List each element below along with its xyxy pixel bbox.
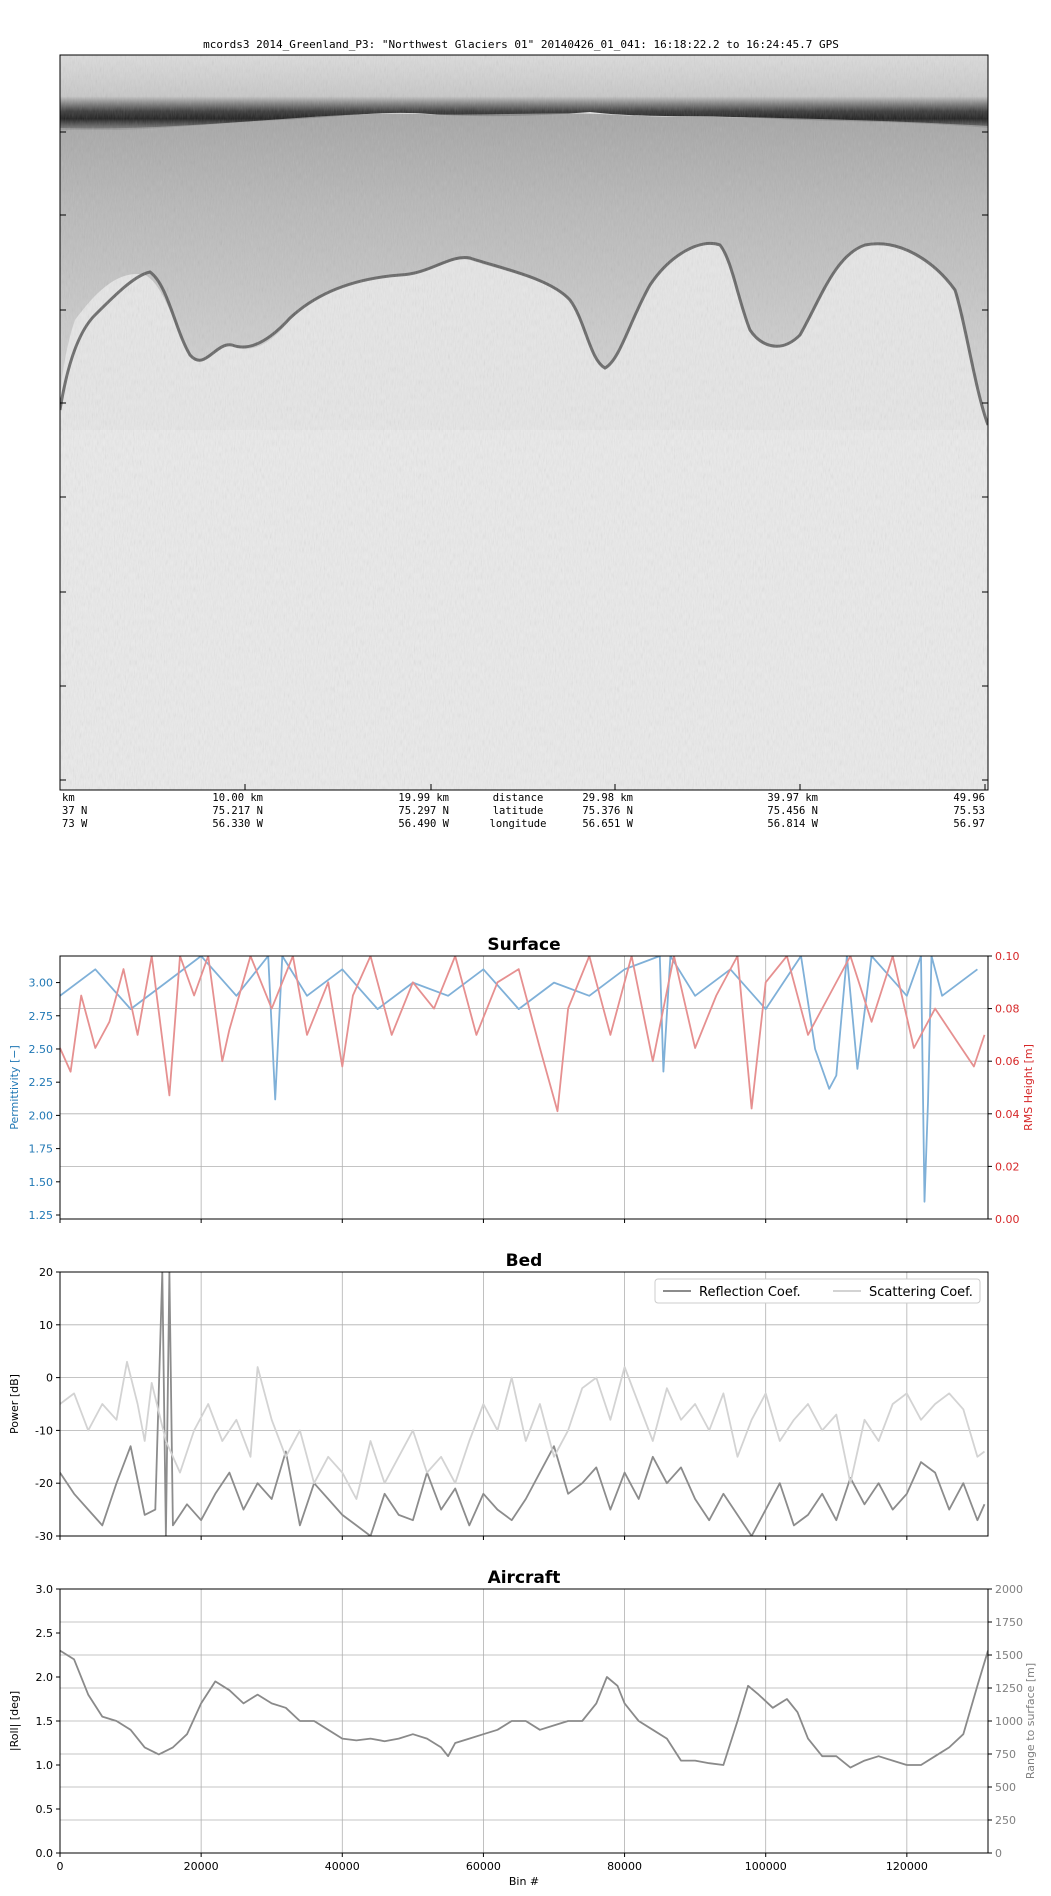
y-tick-label-left: -30 [35, 1530, 53, 1543]
y-tick-label-right: 0 [995, 1847, 1002, 1860]
y-tick-label-left: 2.25 [29, 1076, 54, 1089]
y-tick-label-left: 0.5 [36, 1803, 54, 1816]
y-tick-label-right: 250 [995, 1814, 1016, 1827]
x-tick-label: 80000 [607, 1860, 642, 1873]
y-axis-label-left: Power [dB] [8, 1374, 21, 1434]
bed-panel: Bed -30 -20 -10 0 10 20 Power [dB] Reflection Co… [8, 1251, 989, 1543]
legend: Reflection Coef. Scattering Coef. [654, 1278, 981, 1304]
chart-title: Aircraft [488, 1568, 561, 1588]
surface-panel: Surface 1.25 1.50 1.75 2.00 2.25 2.50 2.75 3.00 P… [8, 935, 1035, 1226]
y-tick-label-right: 1000 [995, 1715, 1023, 1728]
radargram-distance-label: 19.99 km [398, 792, 449, 804]
y-tick-label-right: 1500 [995, 1649, 1023, 1662]
radargram-latitude-label: 75.53 [953, 805, 985, 817]
y-tick-label-left: 0 [46, 1372, 53, 1385]
radargram-longitude-label: 56.97 [953, 818, 985, 830]
y-tick-label-right: 1750 [995, 1616, 1023, 1629]
radargram-distance-label: 10.00 km [212, 792, 263, 804]
y-axis-label-right: Range to surface [m] [1024, 1663, 1037, 1779]
aircraft-panel: Aircraft 0.0 0.5 1.0 1.5 2.0 2.5 3.0 |Roll| [deg… [8, 1568, 1037, 1888]
x-axis-label: Bin # [509, 1875, 539, 1888]
y-tick-label-right: 0.00 [995, 1213, 1020, 1226]
radargram-latitude-label: 75.217 N [212, 805, 263, 817]
radargram-row-label: distance [493, 792, 544, 804]
radargram-distance-label: 39.97 km [767, 792, 818, 804]
y-tick-label-left: 2.75 [29, 1010, 54, 1023]
radargram-ticks [59, 131, 988, 790]
radargram-latitude-label: 75.456 N [767, 805, 818, 817]
y-tick-label-right: 0.02 [995, 1160, 1020, 1173]
y-tick-label-left: 2.5 [36, 1627, 54, 1640]
legend-box [654, 1278, 981, 1304]
y-tick-label-left: 3.0 [36, 1583, 54, 1596]
y-tick-label-left: -10 [35, 1424, 53, 1437]
y-tick-label-left: 1.75 [29, 1143, 54, 1156]
x-tick-label: 20000 [184, 1860, 219, 1873]
plot-frame [59, 1271, 989, 1537]
series-line-scattering-coef [60, 1360, 986, 1500]
y-tick-label-right: 500 [995, 1781, 1016, 1794]
radargram-frame [59, 54, 989, 791]
radargram-distance-label: 29.98 km [582, 792, 633, 804]
y-tick-label-left: 10 [39, 1319, 53, 1332]
radargram-title: mcords3 2014_Greenland_P3: "Northwest Gl… [203, 38, 839, 51]
chart-title: Surface [487, 935, 560, 955]
y-tick-label-left: 1.50 [29, 1176, 54, 1189]
radargram-longitude-label: 56.330 W [212, 818, 263, 830]
y-tick-label-left: 1.5 [36, 1715, 54, 1728]
y-tick-label-left: -20 [35, 1477, 53, 1490]
x-tick-label: 0 [57, 1860, 64, 1873]
radargram-longitude-label: 56.651 W [582, 818, 633, 830]
radargram-row-label: longitude [490, 818, 547, 830]
radargram-longitude-label: 73 W [62, 818, 88, 830]
y-tick-label-left: 0.0 [36, 1847, 54, 1860]
legend-label: Reflection Coef. [699, 1285, 801, 1300]
y-tick-label-left: 3.00 [29, 977, 54, 990]
y-tick-label-left: 20 [39, 1266, 53, 1279]
x-tick-label: 40000 [325, 1860, 360, 1873]
x-tick-label: 60000 [466, 1860, 501, 1873]
series-line-left [60, 956, 978, 1203]
series-line-left [60, 1649, 988, 1769]
radargram-longitude-label: 56.814 W [767, 818, 818, 830]
y-axis-label-right: RMS Height [m] [1022, 1044, 1035, 1131]
series-line-right [60, 956, 986, 1113]
y-axis-label-left: |Roll| [deg] [8, 1691, 21, 1751]
y-tick-label-right: 2000 [995, 1583, 1023, 1596]
x-tick-label: 120000 [886, 1860, 928, 1873]
radargram-distance-label: km [62, 792, 75, 804]
y-tick-label-left: 2.50 [29, 1043, 54, 1056]
series-line-reflection-coef [60, 1272, 986, 1536]
y-tick-label-right: 0.08 [995, 1003, 1020, 1016]
radargram-latitude-label: 75.376 N [582, 805, 633, 817]
radargram-image [60, 55, 988, 790]
y-tick-label-right: 0.04 [995, 1108, 1020, 1121]
y-tick-label-left: 1.0 [36, 1759, 54, 1772]
chart-title: Bed [506, 1251, 543, 1271]
legend-label: Scattering Coef. [869, 1285, 973, 1300]
y-tick-label-right: 1250 [995, 1682, 1023, 1695]
y-tick-label-left: 1.25 [29, 1209, 54, 1222]
y-axis-label-left: Permittivity [−] [8, 1045, 21, 1129]
radargram-longitude-label: 56.490 W [398, 818, 449, 830]
plot-frame [59, 955, 989, 1220]
x-tick-label: 100000 [745, 1860, 787, 1873]
y-tick-label-left: 2.0 [36, 1671, 54, 1684]
radargram-distance-label: 49.96 [953, 792, 985, 804]
y-tick-label-right: 0.10 [995, 950, 1020, 963]
radargram-row-label: latitude [493, 805, 544, 817]
y-tick-label-right: 750 [995, 1748, 1016, 1761]
radargram-latitude-label: 37 N [62, 805, 87, 817]
radargram-latitude-label: 75.297 N [398, 805, 449, 817]
y-tick-label-right: 0.06 [995, 1055, 1020, 1068]
y-tick-label-left: 2.00 [29, 1109, 54, 1122]
